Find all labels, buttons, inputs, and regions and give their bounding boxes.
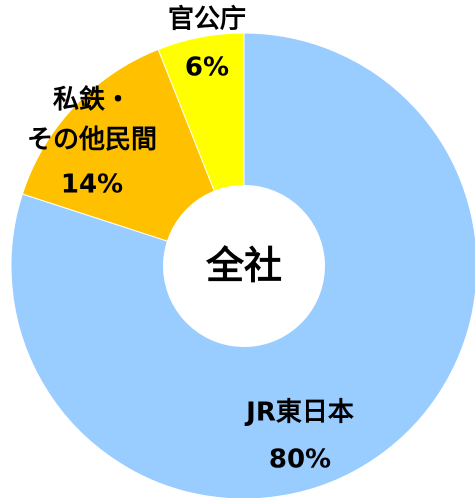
category-label: 私鉄・その他民間 xyxy=(27,84,157,155)
donut-hole xyxy=(163,185,325,347)
slice xyxy=(10,32,475,498)
center-label: 全社 xyxy=(205,244,282,288)
value-label: 80% xyxy=(269,445,331,475)
value-label: 6% xyxy=(185,53,229,83)
value-label: 14% xyxy=(61,170,123,200)
category-label: JR東日本 xyxy=(244,398,354,428)
category-label: 官公庁 xyxy=(168,4,246,35)
